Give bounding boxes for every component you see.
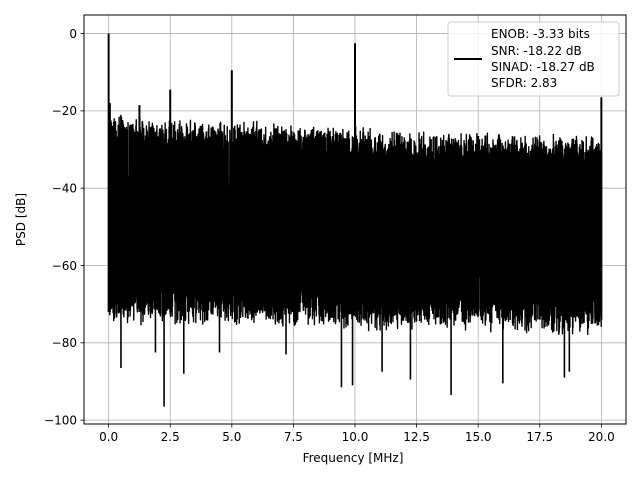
legend-box: [447, 21, 620, 97]
x-tick-label: 0.0: [99, 430, 118, 444]
x-tick-label: 5.0: [222, 430, 241, 444]
x-tick-label: 17.5: [526, 430, 553, 444]
y-tick-label: −40: [52, 181, 77, 195]
psd-trace: [107, 33, 603, 407]
x-tick-label: 7.5: [284, 430, 303, 444]
axis-ticks: 0.0 2.5 5.0 7.5 10.0 12.5 15.0 17.5 20.0 0 −20 −40 −…: [44, 27, 615, 444]
x-tick-label: 12.5: [403, 430, 430, 444]
x-tick-label: 15.0: [465, 430, 492, 444]
legend-line-sinad: SINAD: -18.27 dB: [491, 60, 595, 74]
y-tick-label: −100: [44, 413, 77, 427]
x-axis-label: Frequency [MHz]: [303, 451, 404, 465]
x-tick-label: 10.0: [342, 430, 369, 444]
y-tick-label: −80: [52, 336, 77, 350]
y-tick-label: 0: [69, 27, 77, 41]
legend-line-enob: ENOB: -3.33 bits: [491, 27, 590, 41]
legend: ENOB: -3.33 bits SNR: -18.22 dB SINAD: -…: [447, 21, 620, 97]
legend-line-snr: SNR: -18.22 dB: [491, 44, 582, 58]
x-tick-label: 20.0: [588, 430, 615, 444]
legend-line-sfdr: SFDR: 2.83: [491, 76, 557, 90]
y-axis-label: PSD [dB]: [14, 193, 28, 246]
y-tick-label: −20: [52, 104, 77, 118]
y-tick-label: −60: [52, 259, 77, 273]
x-tick-label: 2.5: [161, 430, 180, 444]
